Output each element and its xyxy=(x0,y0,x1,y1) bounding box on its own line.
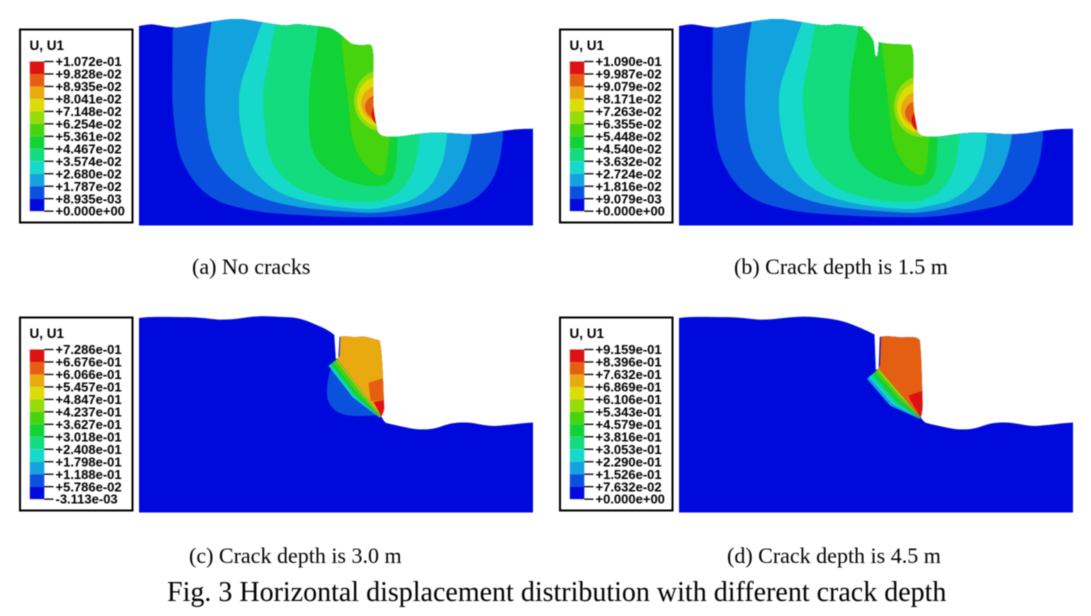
svg-text:+7.263e-02: +7.263e-02 xyxy=(596,104,662,119)
svg-text:+5.786e-02: +5.786e-02 xyxy=(56,479,122,494)
svg-text:+6.106e-01: +6.106e-01 xyxy=(596,392,662,407)
svg-text:+1.090e-01: +1.090e-01 xyxy=(596,54,662,69)
svg-text:+6.676e-01: +6.676e-01 xyxy=(56,355,122,370)
svg-text:U, U1: U, U1 xyxy=(570,38,605,53)
svg-text:+2.680e-02: +2.680e-02 xyxy=(56,166,122,181)
svg-text:+9.079e-03: +9.079e-03 xyxy=(596,191,662,206)
svg-text:+6.869e-01: +6.869e-01 xyxy=(596,380,662,395)
svg-text:+1.188e-01: +1.188e-01 xyxy=(56,467,122,482)
svg-text:+8.171e-02: +8.171e-02 xyxy=(596,92,662,107)
svg-text:+4.579e-01: +4.579e-01 xyxy=(596,417,662,432)
svg-text:+4.467e-02: +4.467e-02 xyxy=(56,141,122,156)
svg-text:+0.000e+00: +0.000e+00 xyxy=(596,492,665,507)
svg-text:+8.396e-01: +8.396e-01 xyxy=(596,355,662,370)
svg-text:+4.540e-02: +4.540e-02 xyxy=(596,141,662,156)
svg-text:+6.254e-02: +6.254e-02 xyxy=(56,116,122,131)
svg-text:+4.847e-01: +4.847e-01 xyxy=(56,392,122,407)
svg-text:+1.072e-01: +1.072e-01 xyxy=(56,54,122,69)
svg-text:+9.079e-02: +9.079e-02 xyxy=(596,79,662,94)
svg-text:+7.286e-01: +7.286e-01 xyxy=(56,342,122,357)
svg-text:+5.457e-01: +5.457e-01 xyxy=(56,380,122,395)
svg-text:+5.361e-02: +5.361e-02 xyxy=(56,129,122,144)
svg-text:+8.041e-02: +8.041e-02 xyxy=(56,92,122,107)
svg-text:+3.632e-02: +3.632e-02 xyxy=(596,154,662,169)
svg-text:+7.632e-01: +7.632e-01 xyxy=(596,367,662,382)
svg-text:+6.355e-02: +6.355e-02 xyxy=(596,116,662,131)
svg-text:+9.159e-01: +9.159e-01 xyxy=(596,342,662,357)
svg-text:U, U1: U, U1 xyxy=(570,326,605,341)
svg-text:+2.408e-01: +2.408e-01 xyxy=(56,442,122,457)
svg-text:+1.787e-02: +1.787e-02 xyxy=(56,179,122,194)
svg-text:+9.828e-02: +9.828e-02 xyxy=(56,67,122,82)
svg-text:U, U1: U, U1 xyxy=(30,326,65,341)
svg-text:-3.113e-03: -3.113e-03 xyxy=(56,492,118,507)
svg-text:+8.935e-02: +8.935e-02 xyxy=(56,79,122,94)
svg-text:+3.627e-01: +3.627e-01 xyxy=(56,417,122,432)
svg-text:+1.816e-02: +1.816e-02 xyxy=(596,179,662,194)
svg-text:U, U1: U, U1 xyxy=(30,38,65,53)
svg-text:+2.290e-01: +2.290e-01 xyxy=(596,454,662,469)
svg-text:+0.000e+00: +0.000e+00 xyxy=(596,204,665,219)
svg-text:+3.574e-02: +3.574e-02 xyxy=(56,154,122,169)
svg-text:+3.053e-01: +3.053e-01 xyxy=(596,442,662,457)
svg-text:+6.066e-01: +6.066e-01 xyxy=(56,367,122,382)
svg-text:+5.448e-02: +5.448e-02 xyxy=(596,129,662,144)
svg-text:+5.343e-01: +5.343e-01 xyxy=(596,404,662,419)
svg-text:+8.935e-03: +8.935e-03 xyxy=(56,191,122,206)
svg-text:+7.632e-02: +7.632e-02 xyxy=(596,479,662,494)
svg-text:+4.237e-01: +4.237e-01 xyxy=(56,404,122,419)
svg-text:+7.148e-02: +7.148e-02 xyxy=(56,104,122,119)
svg-text:+1.526e-01: +1.526e-01 xyxy=(596,467,662,482)
svg-text:+2.724e-02: +2.724e-02 xyxy=(596,166,662,181)
svg-text:+1.798e-01: +1.798e-01 xyxy=(56,454,122,469)
svg-text:+9.987e-02: +9.987e-02 xyxy=(596,67,662,82)
svg-text:+3.018e-01: +3.018e-01 xyxy=(56,429,122,444)
svg-text:+3.816e-01: +3.816e-01 xyxy=(596,429,662,444)
svg-text:+0.000e+00: +0.000e+00 xyxy=(56,204,125,219)
